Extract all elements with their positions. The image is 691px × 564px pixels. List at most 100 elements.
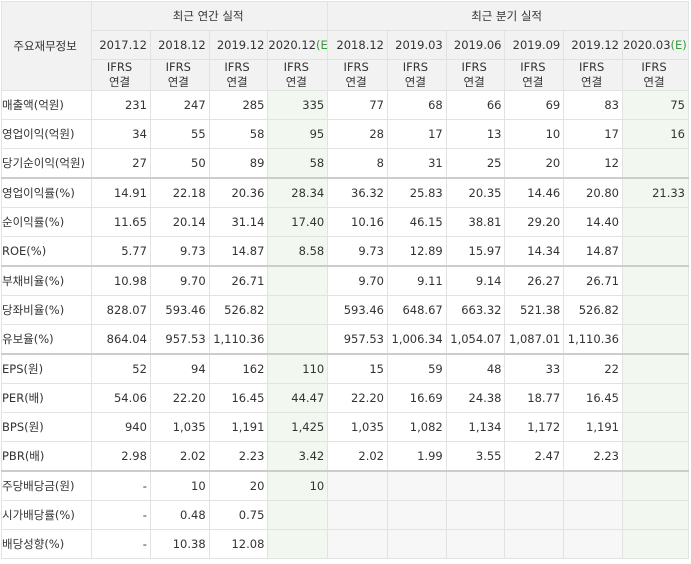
- table-cell: [563, 529, 623, 559]
- table-cell: 0.48: [149, 500, 210, 530]
- period-header: 2019.03: [386, 30, 447, 60]
- table-cell: 12: [563, 148, 623, 179]
- table-cell: [327, 470, 388, 501]
- table-cell: [267, 324, 329, 355]
- table-cell: 22: [563, 353, 623, 384]
- row-label: EPS(원): [0, 353, 93, 384]
- table-cell: 33: [504, 353, 565, 384]
- table-cell: 1,082: [386, 412, 447, 442]
- consolidated-label: 연결: [643, 75, 665, 89]
- table-cell: 1,035: [327, 412, 388, 442]
- table-cell: 16: [621, 119, 690, 149]
- table-row: 순이익률(%) 11.65 20.14 31.14 17.40 10.16 46.15 38.…: [0, 207, 690, 237]
- table-cell: 3.42: [267, 441, 329, 472]
- table-cell: 526.82: [563, 295, 623, 325]
- table-cell: [267, 500, 329, 530]
- table-cell: 66: [445, 90, 506, 120]
- ifrs-header: IFRS 연결: [563, 59, 623, 91]
- corner-label: 주요재무정보: [0, 1, 93, 91]
- ifrs-header: IFRS 연결: [504, 59, 565, 91]
- table-cell: [386, 470, 447, 501]
- table-cell: 20.36: [208, 177, 269, 208]
- table-cell: -: [91, 529, 151, 559]
- table-cell: 8: [327, 148, 388, 179]
- table-cell: 10.38: [149, 529, 210, 559]
- table-cell: [621, 148, 690, 179]
- row-label: PER(배): [0, 383, 93, 413]
- table-cell: 77: [327, 90, 388, 120]
- period-label: 2019.12: [216, 38, 265, 52]
- table-cell: 14.46: [504, 177, 565, 208]
- table-cell: 17: [563, 119, 623, 149]
- table-row: 당기순이익(억원) 27 50 89 58 8 31 25 20 12: [0, 148, 690, 179]
- row-label: 영업이익(억원): [0, 119, 93, 149]
- ifrs-header: IFRS 연결: [327, 59, 388, 91]
- row-label: 배당성향(%): [0, 529, 93, 559]
- table-cell: [621, 529, 690, 559]
- ifrs-label: IFRS: [578, 60, 605, 75]
- table-cell: [621, 500, 690, 530]
- ifrs-header: IFRS 연결: [621, 59, 690, 91]
- ifrs-header: IFRS 연결: [208, 59, 269, 91]
- table-cell: 27: [91, 148, 151, 179]
- table-cell: 17: [386, 119, 447, 149]
- table-cell: 9.73: [327, 236, 388, 267]
- table-cell: 335: [267, 90, 329, 120]
- table-cell: 9.14: [445, 265, 506, 296]
- table-cell: 12.08: [208, 529, 269, 559]
- table-cell: [621, 265, 690, 296]
- table-cell: [386, 529, 447, 559]
- table-cell: 20.35: [445, 177, 506, 208]
- table-cell: 526.82: [208, 295, 269, 325]
- table-cell: 15.97: [445, 236, 506, 267]
- table-cell: 1,191: [208, 412, 269, 442]
- period-header: 2019.09: [504, 30, 565, 60]
- table-cell: 25.83: [386, 177, 447, 208]
- period-header: 2017.12: [91, 30, 151, 60]
- table-cell: 52: [91, 353, 151, 384]
- table-cell: 20: [504, 148, 565, 179]
- table-cell: 1,054.07: [445, 324, 506, 355]
- row-label: 영업이익률(%): [0, 177, 93, 208]
- table-cell: 54.06: [91, 383, 151, 413]
- table-cell: 9.11: [386, 265, 447, 296]
- period-header: 2019.12: [563, 30, 623, 60]
- table-cell: 20.80: [563, 177, 623, 208]
- table-cell: 95: [267, 119, 329, 149]
- table-cell: 48: [445, 353, 506, 384]
- quarterly-group-header: 최근 분기 실적: [327, 1, 689, 31]
- table-cell: [621, 353, 690, 384]
- row-label: 당기순이익(억원): [0, 148, 93, 179]
- table-cell: [621, 295, 690, 325]
- table-cell: 28.34: [267, 177, 329, 208]
- table-cell: 69: [504, 90, 565, 120]
- table-cell: 2.98: [91, 441, 151, 472]
- table-row: 주당배당금(원) -10 20 10: [0, 470, 690, 501]
- table-cell: 162: [208, 353, 269, 384]
- table-cell: 285: [208, 90, 269, 120]
- table-row: 영업이익률(%) 14.91 22.18 20.36 28.34 36.32 25.83 20…: [0, 177, 690, 208]
- table-row: 부채비율(%) 10.98 9.70 26.71 9.70 9.11 9.14 26.27 26…: [0, 265, 690, 296]
- table-row: 매출액(억원) 231 247 285 335 77 68 66 69 83 75: [0, 90, 690, 120]
- table-cell: 58: [267, 148, 329, 179]
- table-cell: 22.20: [149, 383, 210, 413]
- table-cell: [563, 470, 623, 501]
- table-cell: 68: [386, 90, 447, 120]
- table-cell: [504, 529, 565, 559]
- table-row: PBR(배) 2.98 2.02 2.23 3.42 2.02 1.99 3.55 2.47 2.…: [0, 441, 690, 472]
- table-cell: 593.46: [149, 295, 210, 325]
- table-row: 당좌비율(%) 828.07 593.46 526.82 593.46 648.67 663…: [0, 295, 690, 325]
- table-cell: 10: [504, 119, 565, 149]
- table-cell: 864.04: [91, 324, 151, 355]
- period-header: 2018.12: [327, 30, 388, 60]
- table-cell: 16.45: [563, 383, 623, 413]
- row-label: 부채비율(%): [0, 265, 93, 296]
- table-cell: [327, 500, 388, 530]
- table-cell: [563, 500, 623, 530]
- row-label: 주당배당금(원): [0, 470, 93, 501]
- table-cell: 29.20: [504, 207, 565, 237]
- consolidated-label: 연결: [167, 75, 189, 89]
- consolidated-label: 연결: [345, 75, 367, 89]
- consolidated-label: 연결: [522, 75, 544, 89]
- table-cell: 957.53: [149, 324, 210, 355]
